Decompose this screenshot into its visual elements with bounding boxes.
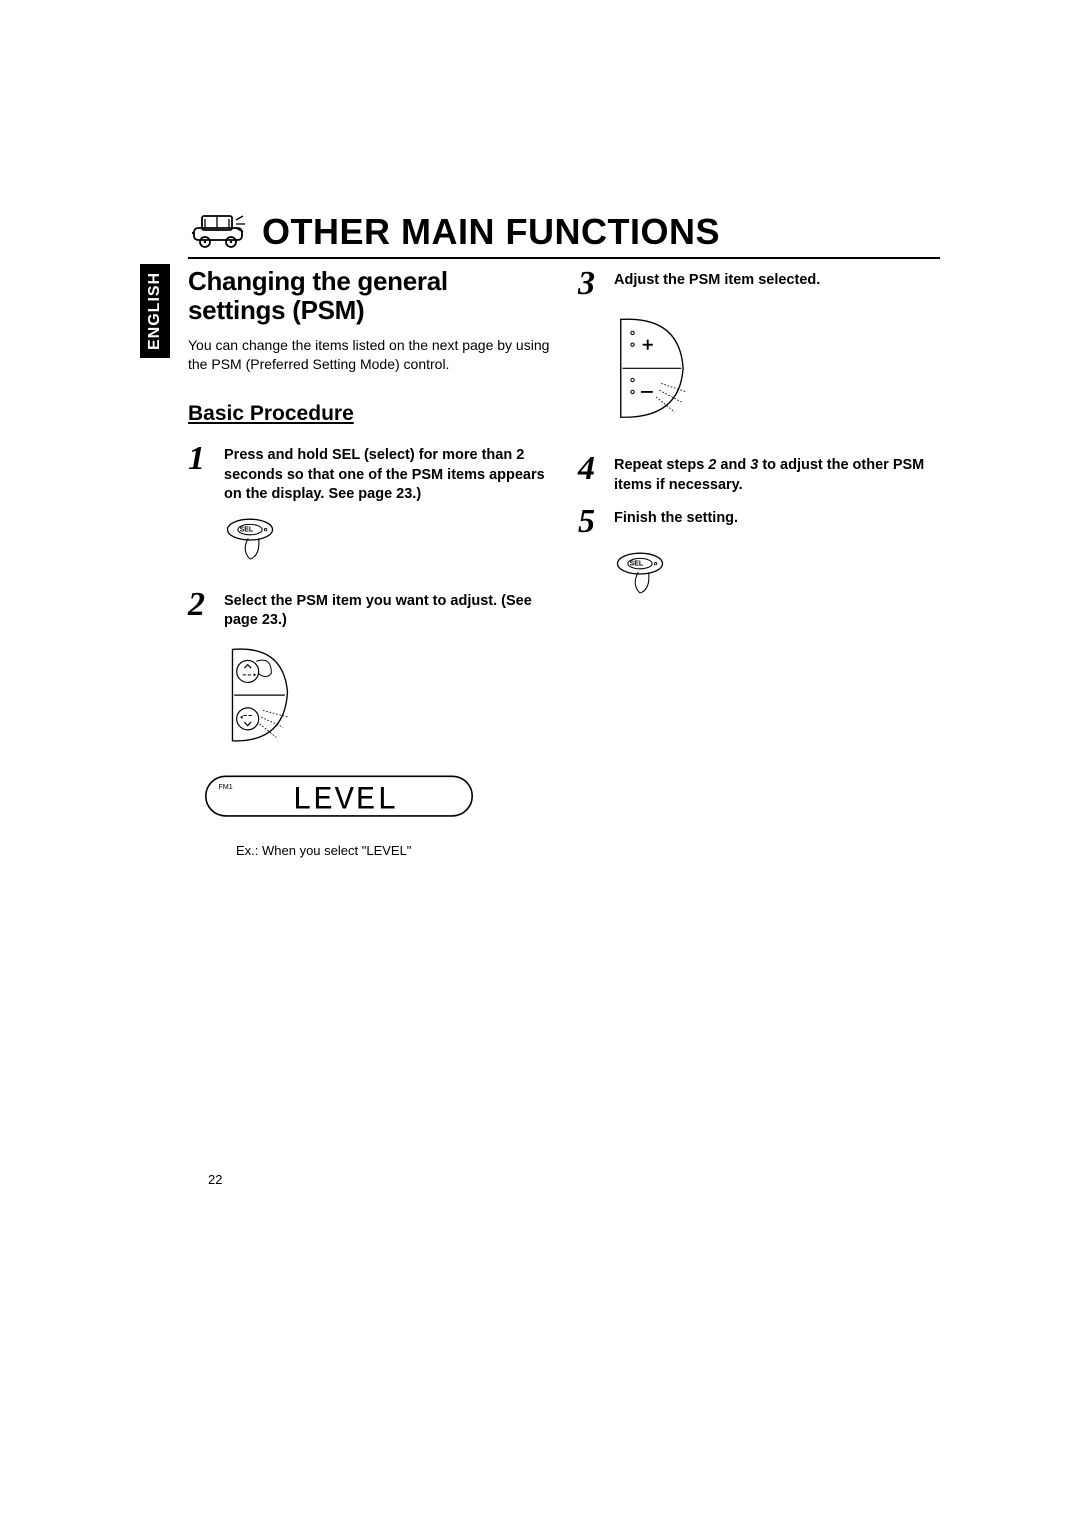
step-number: 1	[188, 442, 218, 476]
plus-minus-diagram	[614, 311, 940, 434]
section-title: Changing the general settings (PSM)	[188, 267, 550, 324]
example-caption: Ex.: When you select "LEVEL"	[236, 843, 550, 858]
sel-button-diagram: SEL	[614, 549, 940, 604]
step-2: 2 Select the PSM item you want to adjust…	[188, 588, 550, 631]
step-text: Finish the setting.	[614, 505, 738, 529]
band-label: FM1	[218, 782, 232, 791]
rocker-diagram	[224, 641, 550, 756]
lcd-display-diagram: FM1 LEVEL	[204, 774, 550, 825]
step-1: 1 Press and hold SEL (select) for more t…	[188, 442, 550, 505]
language-tab: ENGLISH	[140, 264, 170, 358]
step-3: 3 Adjust the PSM item selected.	[578, 267, 940, 301]
left-column: Changing the general settings (PSM) You …	[188, 267, 550, 1187]
sel-label: SEL	[630, 560, 644, 567]
step-text: Press and hold SEL (select) for more tha…	[224, 442, 550, 505]
step-number: 3	[578, 267, 608, 301]
step-text: Select the PSM item you want to adjust. …	[224, 588, 550, 631]
step-number: 4	[578, 452, 608, 486]
intro-paragraph: You can change the items listed on the n…	[188, 336, 550, 374]
header: OTHER MAIN FUNCTIONS	[188, 210, 940, 259]
lcd-text: LEVEL	[292, 781, 398, 818]
sel-button-diagram: SEL	[224, 515, 550, 570]
sub-heading: Basic Procedure	[188, 402, 550, 426]
car-icon	[188, 210, 250, 253]
content-columns: Changing the general settings (PSM) You …	[188, 267, 940, 1187]
step-number: 2	[188, 588, 218, 622]
sel-label: SEL	[240, 526, 254, 533]
page-title: OTHER MAIN FUNCTIONS	[262, 211, 720, 253]
text-fragment: and	[716, 457, 750, 473]
right-column: 3 Adjust the PSM item selected.	[578, 267, 940, 1187]
step-number: 5	[578, 505, 608, 539]
manual-page: ENGLISH OTHER MAIN FUNCTIONS	[0, 0, 1080, 1227]
step-4: 4 Repeat steps 2 and 3 to adjust the oth…	[578, 452, 940, 495]
text-fragment: Repeat steps	[614, 457, 708, 473]
step-text: Adjust the PSM item selected.	[614, 267, 820, 291]
step-5: 5 Finish the setting.	[578, 505, 940, 539]
step-text: Repeat steps 2 and 3 to adjust the other…	[614, 452, 940, 495]
page-number: 22	[208, 1172, 550, 1187]
